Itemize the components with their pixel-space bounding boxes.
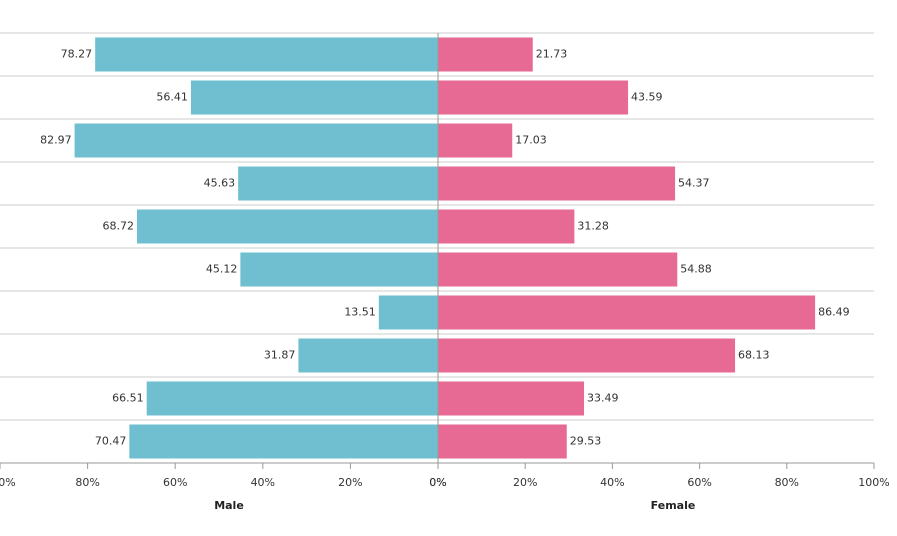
bar <box>95 37 438 72</box>
bar <box>378 295 438 330</box>
bar <box>438 381 585 416</box>
bar <box>137 209 438 244</box>
value-label: 56.41 <box>156 91 188 104</box>
bar <box>438 252 678 287</box>
bar <box>74 123 438 158</box>
x-tick-label: 100% <box>858 476 889 489</box>
value-label: 45.63 <box>204 177 236 190</box>
x-tick-label: 80% <box>75 476 99 489</box>
x-tick-label: 100% <box>0 476 16 489</box>
bar <box>438 166 676 201</box>
value-label: 29.53 <box>570 435 602 448</box>
bar <box>438 80 629 115</box>
value-label: 82.97 <box>40 134 72 147</box>
x-tick-label: 60% <box>163 476 187 489</box>
axis-title: Female <box>651 499 696 512</box>
value-label: 45.12 <box>206 263 238 276</box>
bar <box>438 338 736 373</box>
axis-title: Male <box>214 499 244 512</box>
bar <box>190 80 438 115</box>
bar <box>438 37 533 72</box>
x-tick-label: 20% <box>513 476 537 489</box>
bar <box>240 252 438 287</box>
value-label: 68.72 <box>103 220 135 233</box>
bar <box>129 424 438 459</box>
bar <box>438 424 567 459</box>
bar <box>438 295 816 330</box>
value-label: 17.03 <box>515 134 547 147</box>
x-tick-label: 40% <box>251 476 275 489</box>
value-label: 54.88 <box>680 263 712 276</box>
value-label: 33.49 <box>587 392 619 405</box>
value-label: 86.49 <box>818 306 850 319</box>
bar <box>298 338 438 373</box>
x-tick-label: 60% <box>687 476 711 489</box>
bar <box>238 166 438 201</box>
value-label: 78.27 <box>61 48 93 61</box>
value-label: 43.59 <box>631 91 663 104</box>
value-label: 68.13 <box>738 349 770 362</box>
bar <box>438 209 575 244</box>
value-label: 54.37 <box>678 177 710 190</box>
value-label: 21.73 <box>536 48 568 61</box>
x-tick-label: 80% <box>775 476 799 489</box>
bar <box>438 123 513 158</box>
value-label: 31.28 <box>577 220 609 233</box>
x-tick-label: 0% <box>429 476 446 489</box>
x-tick-label: 40% <box>600 476 624 489</box>
x-tick-label: 20% <box>338 476 362 489</box>
value-label: 66.51 <box>112 392 144 405</box>
bar <box>146 381 438 416</box>
x-tick-label: 0% <box>429 476 446 489</box>
value-label: 13.51 <box>344 306 376 319</box>
value-label: 31.87 <box>264 349 296 362</box>
value-label: 70.47 <box>95 435 127 448</box>
